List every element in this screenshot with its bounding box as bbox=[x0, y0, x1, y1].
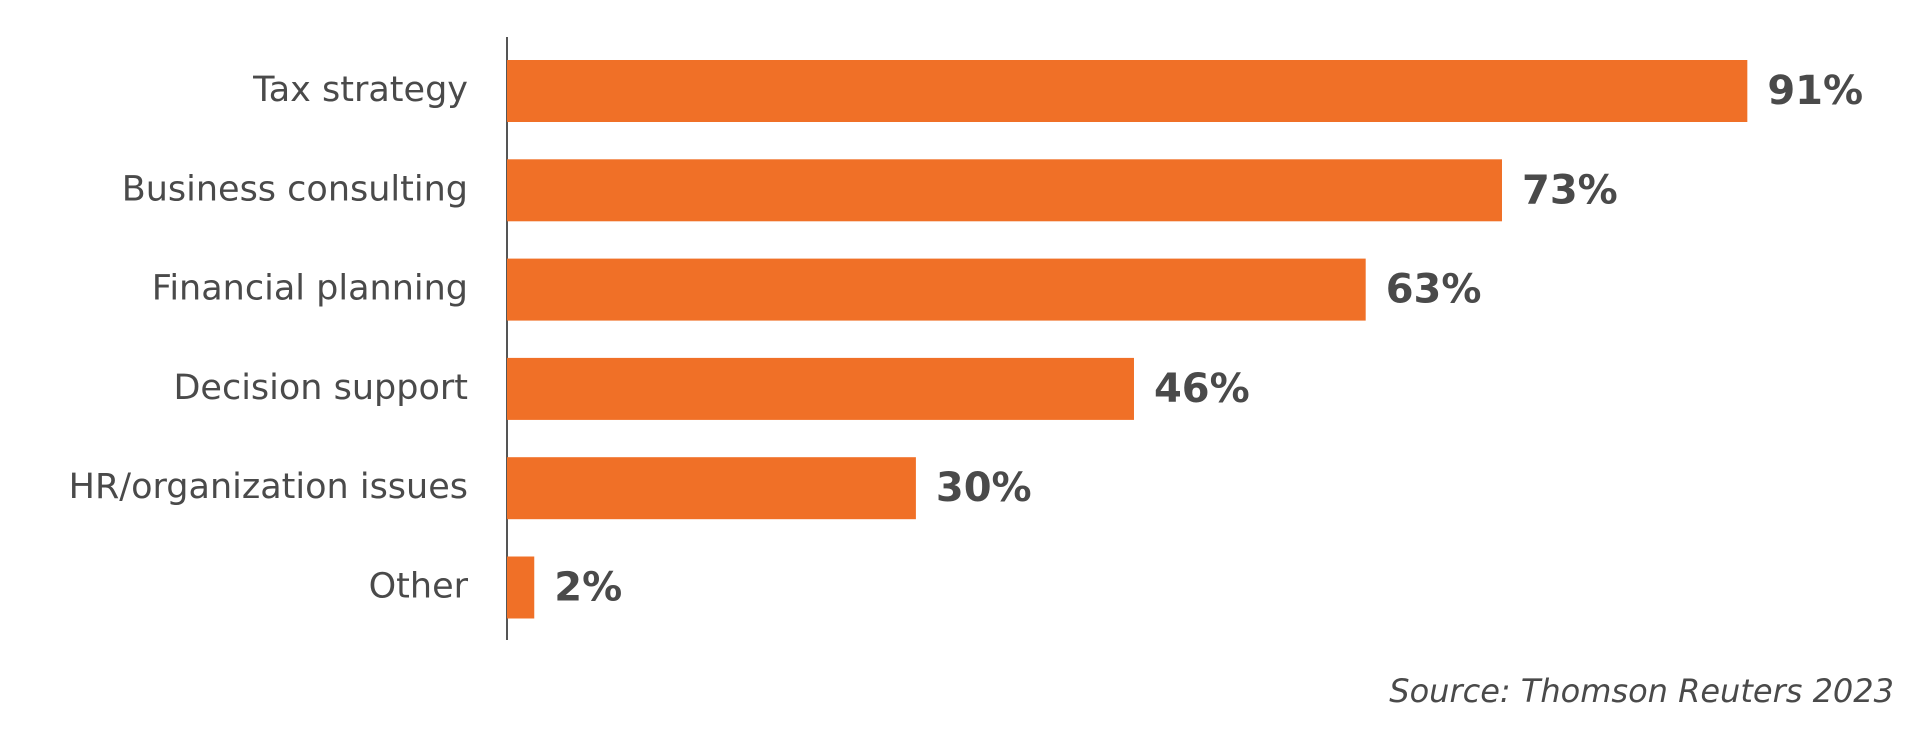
value-label: 73% bbox=[1522, 167, 1618, 213]
value-label: 46% bbox=[1154, 366, 1250, 412]
bar bbox=[507, 357, 1134, 420]
category-label: Financial planning bbox=[152, 269, 468, 309]
category-label: Business consulting bbox=[122, 169, 468, 209]
category-label: Other bbox=[369, 567, 469, 607]
value-label: 30% bbox=[936, 465, 1032, 511]
bar bbox=[507, 258, 1366, 321]
category-label: HR/organization issues bbox=[69, 467, 468, 507]
value-label: 63% bbox=[1386, 267, 1482, 313]
bar bbox=[507, 60, 1748, 122]
category-label: Tax strategy bbox=[252, 70, 468, 110]
bar bbox=[507, 159, 1502, 222]
source-note: Source: Thomson Reuters 2023 bbox=[1389, 672, 1894, 710]
category-label: Decision support bbox=[173, 368, 468, 408]
value-label: 91% bbox=[1767, 68, 1863, 114]
value-label: 2% bbox=[554, 565, 622, 611]
bar bbox=[507, 556, 535, 619]
bar bbox=[507, 457, 916, 520]
